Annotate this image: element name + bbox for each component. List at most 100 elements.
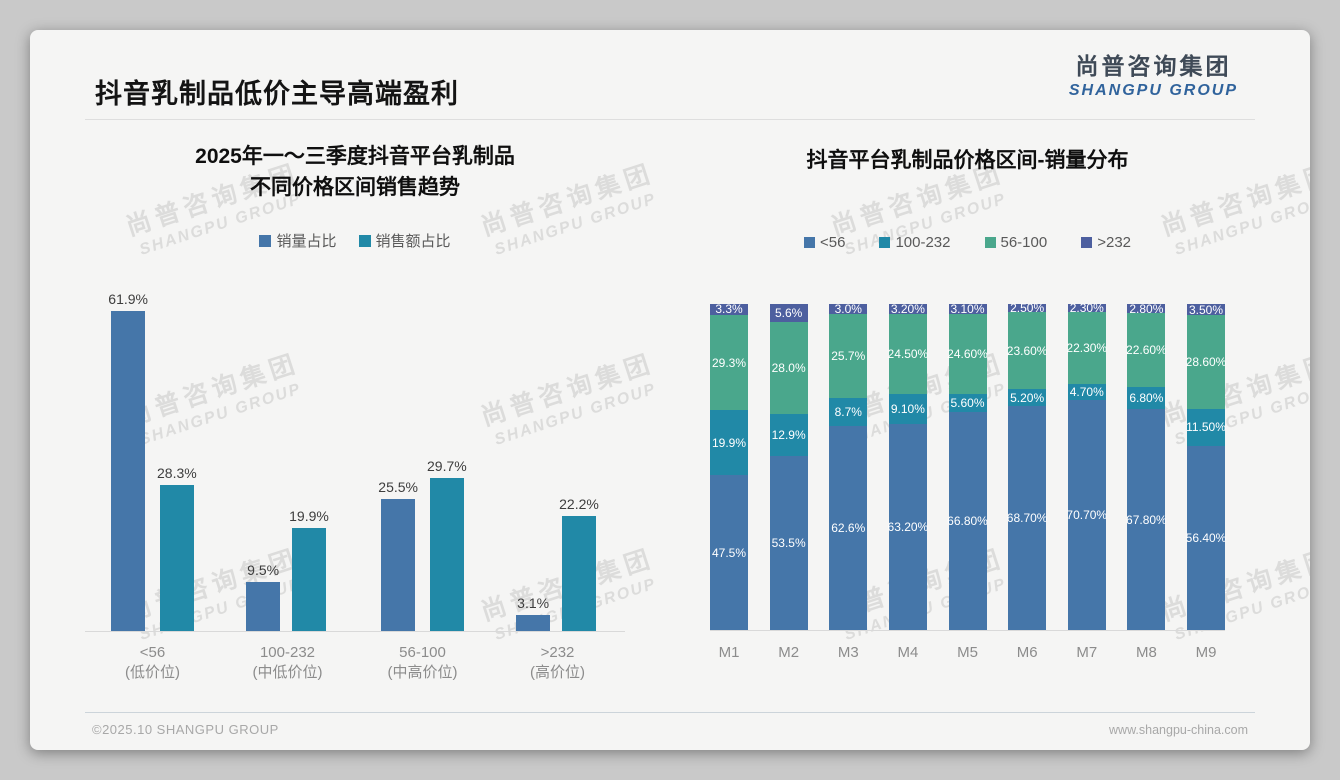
logo-english-name: SHANGPU GROUP (1068, 82, 1238, 99)
x-axis-category-label: <56 (低价位) (125, 644, 180, 681)
stacked-bar: 70.70% 4.70% 22.30% 2.30% (1066, 300, 1108, 630)
bar-segment: 3.20% (888, 302, 927, 317)
bar-value-label: 25.5% (378, 479, 418, 496)
right-chart-title: 抖音平台乳制品价格区间-销量分布 (806, 149, 1129, 172)
bar-segment: 4.70% (1067, 384, 1106, 400)
stacked-bar: 68.70% 5.20% 23.60% 2.50% (1006, 301, 1048, 630)
bar (111, 311, 146, 631)
legend-item: 销售额占比 (358, 230, 451, 251)
bar-segment: 11.50% (1186, 408, 1226, 447)
bar-segment: 28.60% (1186, 315, 1226, 409)
bar-segment: 2.80% (1127, 303, 1166, 315)
segment-value-label: 66.80% (947, 514, 988, 529)
bar-group: 25.5% 29.7% (355, 457, 490, 631)
legend-swatch (358, 234, 371, 247)
bar-with-label: 3.1% (516, 595, 551, 631)
bar-segment: 28.0% (769, 322, 808, 414)
bar-group: 61.9% 28.3% (85, 291, 220, 631)
x-axis-category-label: M2 (778, 644, 800, 661)
bar-segment: 5.60% (948, 393, 987, 413)
bar (291, 528, 326, 631)
bar (246, 581, 281, 631)
legend-item: 销量占比 (259, 230, 337, 251)
segment-value-label: 23.60% (1006, 343, 1048, 358)
bar-value-label: 22.2% (559, 496, 599, 513)
x-axis-category-label: M4 (897, 644, 919, 661)
legend-label: 56-100 (1000, 234, 1048, 251)
legend-label: >232 (1097, 234, 1132, 251)
left-plot: 61.9% 28.3% 9.5% 19.9% 25.5% 29.7% 3.1% 22.2% (85, 291, 625, 632)
bar-with-label: 28.3% (157, 465, 197, 631)
segment-value-label: 70.70% (1066, 507, 1108, 522)
segment-value-label: 63.20% (887, 520, 929, 534)
bar (429, 477, 464, 631)
left-chart-title-line2: 不同价格区间销售趋势 (250, 176, 460, 199)
bar-value-label: 9.5% (247, 561, 280, 578)
segment-value-label: 47.5% (711, 545, 747, 560)
bar-value-label: 29.7% (427, 457, 467, 474)
segment-value-label: 3.3% (715, 302, 743, 317)
legend-swatch (803, 237, 815, 248)
bar-segment: 66.80% (947, 412, 988, 630)
bar-value-label: 3.1% (517, 595, 550, 611)
right-chart-legend: <56 100-232 56-100 >232 (710, 234, 1225, 251)
bar-segment: 6.80% (1127, 386, 1166, 409)
slide: 尚普咨询集团 SHANGPU GROUP 尚普咨询集团 SHANGPU GROUP 尚普… (30, 30, 1310, 750)
legend-swatch (879, 237, 891, 248)
bar-with-label: 22.2% (559, 496, 599, 631)
legend-item: 100-232 (879, 234, 951, 251)
bar-segment: 70.70% (1066, 399, 1108, 630)
bar-segment: 53.5% (769, 455, 808, 630)
x-axis-category-label: M8 (1135, 644, 1157, 661)
segment-value-label: 2.30% (1069, 300, 1104, 315)
bar-segment: 24.50% (887, 314, 929, 395)
x-axis-category-label: 56-100 (中高价位) (387, 644, 458, 681)
header-divider (85, 119, 1255, 120)
x-axis-category-label: M5 (957, 644, 978, 661)
x-axis-category-label: M1 (718, 644, 740, 661)
bar-with-label: 19.9% (289, 508, 329, 631)
stacked-bar: 56.40% 11.50% 28.60% 3.50% (1186, 302, 1226, 630)
segment-value-label: 5.20% (1010, 390, 1045, 405)
bar-value-label: 28.3% (157, 464, 197, 481)
legend-swatch (1081, 237, 1093, 248)
bar-segment: 22.30% (1066, 311, 1108, 385)
left-chart-title-line1: 2025年一～三季度抖音平台乳制品 (195, 145, 515, 168)
bar-segment: 5.6% (769, 303, 808, 323)
bar-value-label: 61.9% (108, 291, 148, 307)
x-axis-category-label: M6 (1016, 644, 1038, 661)
bar-group: 3.1% 22.2% (490, 496, 625, 631)
bar-segment: 8.7% (829, 397, 868, 426)
segment-value-label: 8.7% (834, 404, 862, 419)
segment-value-label: 3.0% (834, 301, 862, 316)
segment-value-label: 62.6% (831, 520, 866, 535)
stacked-bar: 53.5% 12.9% 28.0% 5.6% (769, 303, 808, 630)
page-title: 抖音乳制品低价主导高端盈利 (95, 79, 459, 109)
segment-value-label: 3.10% (950, 301, 985, 316)
bar-with-label: 9.5% (246, 561, 281, 631)
segment-value-label: 5.6% (774, 306, 803, 321)
bar-segment: 3.0% (829, 301, 868, 316)
x-axis-category-label: M3 (837, 644, 859, 661)
bar-segment: 68.70% (1006, 406, 1048, 630)
segment-value-label: 3.20% (890, 302, 925, 317)
segment-value-label: 5.60% (950, 396, 985, 411)
legend-swatch (259, 234, 272, 247)
bar-value-label: 19.9% (289, 508, 329, 525)
bar (381, 499, 416, 631)
segment-value-label: 68.70% (1006, 511, 1048, 525)
segment-value-label: 11.50% (1186, 420, 1226, 435)
x-axis-category-label: M7 (1076, 644, 1098, 661)
bar-segment: 47.5% (710, 475, 748, 630)
segment-value-label: 12.9% (771, 427, 806, 442)
bar-segment: 12.9% (769, 413, 808, 456)
segment-value-label: 22.30% (1066, 340, 1108, 355)
bar-segment: 2.30% (1067, 300, 1106, 315)
segment-value-label: 53.5% (771, 535, 806, 550)
segment-value-label: 2.50% (1010, 301, 1045, 316)
segment-value-label: 24.50% (887, 347, 929, 362)
bar-with-label: 25.5% (378, 479, 418, 631)
company-logo: 尚普咨询集团 SHANGPU GROUP (1069, 47, 1238, 100)
bar-segment: 23.60% (1006, 312, 1048, 389)
segment-value-label: 3.50% (1188, 302, 1224, 317)
